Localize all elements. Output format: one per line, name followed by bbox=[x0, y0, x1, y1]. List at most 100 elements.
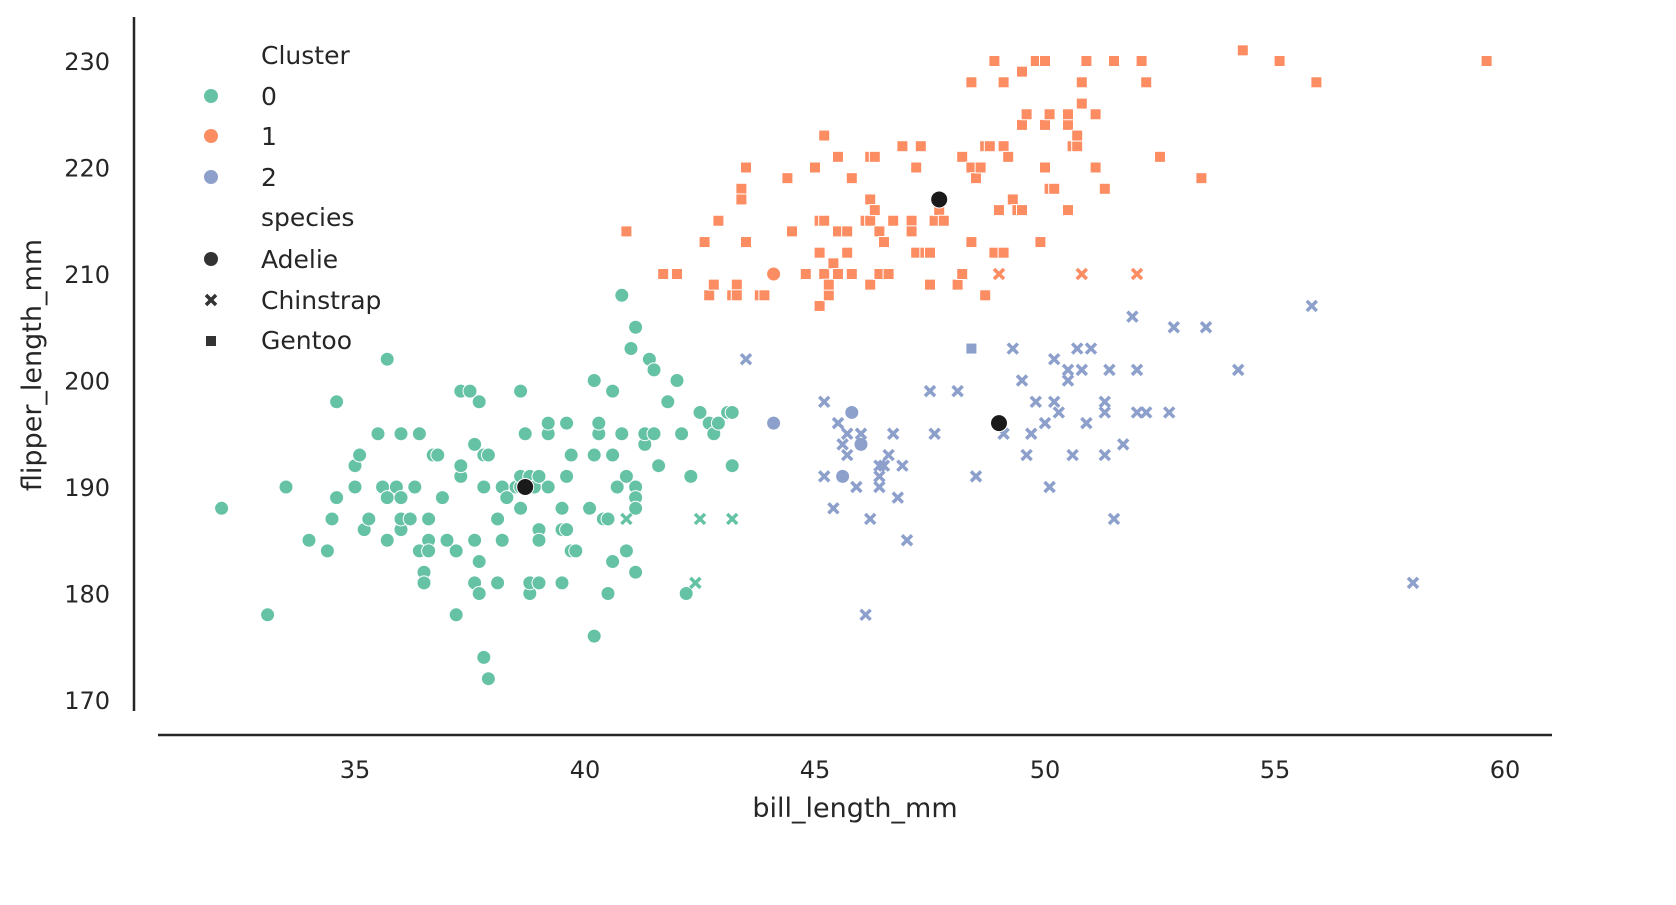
legend-label-chinstrap: Chinstrap bbox=[261, 286, 381, 315]
point-cluster-1-gentoo bbox=[1140, 76, 1153, 89]
point-cluster-2-chinstrap bbox=[1139, 406, 1153, 419]
point-cluster-0-adelie bbox=[319, 543, 335, 559]
point-cluster-0-adelie bbox=[614, 426, 630, 442]
point-cluster-1-gentoo bbox=[864, 193, 877, 206]
point-cluster-1-gentoo bbox=[956, 150, 969, 163]
point-cluster-1-gentoo bbox=[1016, 204, 1028, 217]
point-cluster-1-gentoo bbox=[786, 225, 798, 238]
point-cluster-1-gentoo bbox=[781, 172, 794, 185]
point-cluster-0-adelie bbox=[402, 511, 418, 527]
point-cluster-2-chinstrap bbox=[827, 502, 840, 515]
point-cluster-0-adelie bbox=[260, 607, 276, 623]
y-tick-label: 220 bbox=[64, 155, 110, 183]
point-cluster-1-gentoo bbox=[956, 268, 969, 280]
point-cluster-0-adelie bbox=[531, 468, 547, 484]
point-cluster-0-adelie bbox=[591, 415, 607, 431]
point-cluster-0-adelie bbox=[586, 628, 602, 644]
point-cluster-0-adelie bbox=[430, 447, 446, 463]
point-cluster-1-gentoo bbox=[671, 268, 683, 280]
point-cluster-2-chinstrap bbox=[1098, 395, 1112, 409]
point-cluster-2-chinstrap bbox=[877, 459, 891, 472]
point-cluster-1-gentoo bbox=[832, 150, 844, 163]
point-cluster-0-adelie bbox=[324, 511, 340, 527]
legend: Cluster 0 1 2 species Adelie Chinstrap G… bbox=[204, 41, 381, 355]
point-cluster-1-gentoo bbox=[841, 246, 854, 259]
point-cluster-2-chinstrap bbox=[928, 427, 941, 440]
point-cluster-2-chinstrap bbox=[817, 470, 831, 483]
point-cluster-2-chinstrap bbox=[1061, 363, 1075, 377]
point-cluster-0-adelie bbox=[439, 532, 455, 548]
x-tick-label: 35 bbox=[340, 756, 371, 784]
point-cluster-1-gentoo bbox=[657, 268, 670, 280]
point-cluster-2-chinstrap bbox=[1162, 406, 1176, 419]
point-cluster-1-gentoo bbox=[993, 204, 1005, 217]
point-cluster-1-gentoo bbox=[698, 236, 711, 249]
point-cluster-1-gentoo bbox=[1071, 140, 1084, 153]
point-cluster-1-gentoo bbox=[997, 246, 1010, 259]
point-cluster-1-gentoo bbox=[878, 236, 890, 249]
point-cluster-1-gentoo bbox=[864, 214, 877, 227]
point-cluster-1-gentoo bbox=[1062, 204, 1074, 217]
point-cluster-1-chinstrap bbox=[1130, 267, 1144, 281]
point-cluster-0-adelie bbox=[582, 500, 598, 516]
point-cluster-1-gentoo bbox=[868, 204, 881, 217]
y-tick-label: 210 bbox=[64, 261, 110, 289]
point-cluster-0-adelie bbox=[379, 351, 395, 367]
point-cluster-0-adelie bbox=[605, 554, 621, 570]
point-cluster-1-gentoo bbox=[924, 246, 936, 259]
point-cluster-0-chinstrap bbox=[725, 512, 739, 526]
point-cluster-1-gentoo bbox=[1034, 236, 1047, 249]
point-cluster-1-gentoo bbox=[864, 278, 877, 291]
point-cluster-2-chinstrap bbox=[1098, 448, 1112, 462]
point-cluster-2-chinstrap bbox=[859, 608, 872, 622]
y-tick-labels: 170 180 190 200 210 220 230 bbox=[64, 48, 110, 715]
point-cluster-2-chinstrap bbox=[1084, 342, 1098, 355]
point-cluster-2-chinstrap bbox=[1015, 374, 1029, 387]
point-cluster-0-adelie bbox=[563, 447, 579, 463]
point-cluster-2-adelie bbox=[853, 436, 869, 452]
point-cluster-2-chinstrap bbox=[1070, 342, 1084, 355]
point-cluster-1-gentoo bbox=[1062, 108, 1074, 121]
point-cluster-1-gentoo bbox=[1006, 193, 1019, 206]
point-cluster-0-adelie bbox=[724, 404, 740, 420]
point-cluster-0-chinstrap bbox=[693, 512, 707, 526]
point-cluster-1-gentoo bbox=[1480, 55, 1493, 67]
point-cluster-0-adelie bbox=[421, 543, 437, 559]
point-cluster-2-chinstrap bbox=[1061, 374, 1075, 387]
y-tick-label: 230 bbox=[64, 48, 110, 76]
point-cluster-1-gentoo bbox=[818, 214, 831, 227]
point-cluster-2-chinstrap bbox=[840, 427, 854, 440]
point-cluster-2-chinstrap bbox=[923, 384, 937, 398]
legend-label-cluster-0: 0 bbox=[261, 82, 277, 111]
point-cluster-2-chinstrap bbox=[1052, 406, 1066, 419]
point-cluster-2-adelie bbox=[835, 468, 851, 484]
legend-label-gentoo: Gentoo bbox=[261, 326, 352, 355]
point-cluster-0-adelie bbox=[628, 319, 644, 335]
point-cluster-2-chinstrap bbox=[1075, 363, 1089, 377]
point-cluster-0-adelie bbox=[646, 426, 662, 442]
point-cluster-1-gentoo bbox=[841, 225, 854, 238]
point-cluster-1-gentoo bbox=[1098, 182, 1111, 195]
point-cluster-1-gentoo bbox=[730, 289, 743, 302]
point-cluster-2-chinstrap bbox=[850, 480, 863, 494]
point-cluster-1-gentoo bbox=[887, 214, 900, 227]
point-cluster-2-gentoo bbox=[965, 342, 978, 355]
point-cluster-0-adelie bbox=[683, 468, 699, 484]
y-axis-label: flipper_length_mm bbox=[17, 239, 48, 491]
point-cluster-0-adelie bbox=[614, 287, 630, 303]
x-tick-labels: 35 40 45 50 55 60 bbox=[340, 756, 1521, 784]
point-cluster-2-chinstrap bbox=[836, 438, 849, 451]
point-cluster-2-chinstrap bbox=[1020, 448, 1033, 462]
point-cluster-1-gentoo bbox=[799, 268, 812, 280]
point-cluster-2-chinstrap bbox=[863, 512, 877, 526]
point-cluster-0-adelie bbox=[605, 383, 621, 399]
point-cluster-1-gentoo bbox=[979, 289, 992, 302]
point-cluster-1-gentoo bbox=[1080, 55, 1093, 67]
point-cluster-0-adelie bbox=[517, 426, 533, 442]
point-cluster-0-adelie bbox=[301, 532, 317, 548]
legend-style-title: species bbox=[261, 203, 354, 232]
point-cluster-1-gentoo bbox=[1039, 161, 1051, 174]
point-cluster-1-gentoo bbox=[1089, 161, 1102, 174]
point-cluster-2-chinstrap bbox=[1047, 352, 1061, 366]
point-cluster-1-gentoo bbox=[707, 278, 720, 291]
